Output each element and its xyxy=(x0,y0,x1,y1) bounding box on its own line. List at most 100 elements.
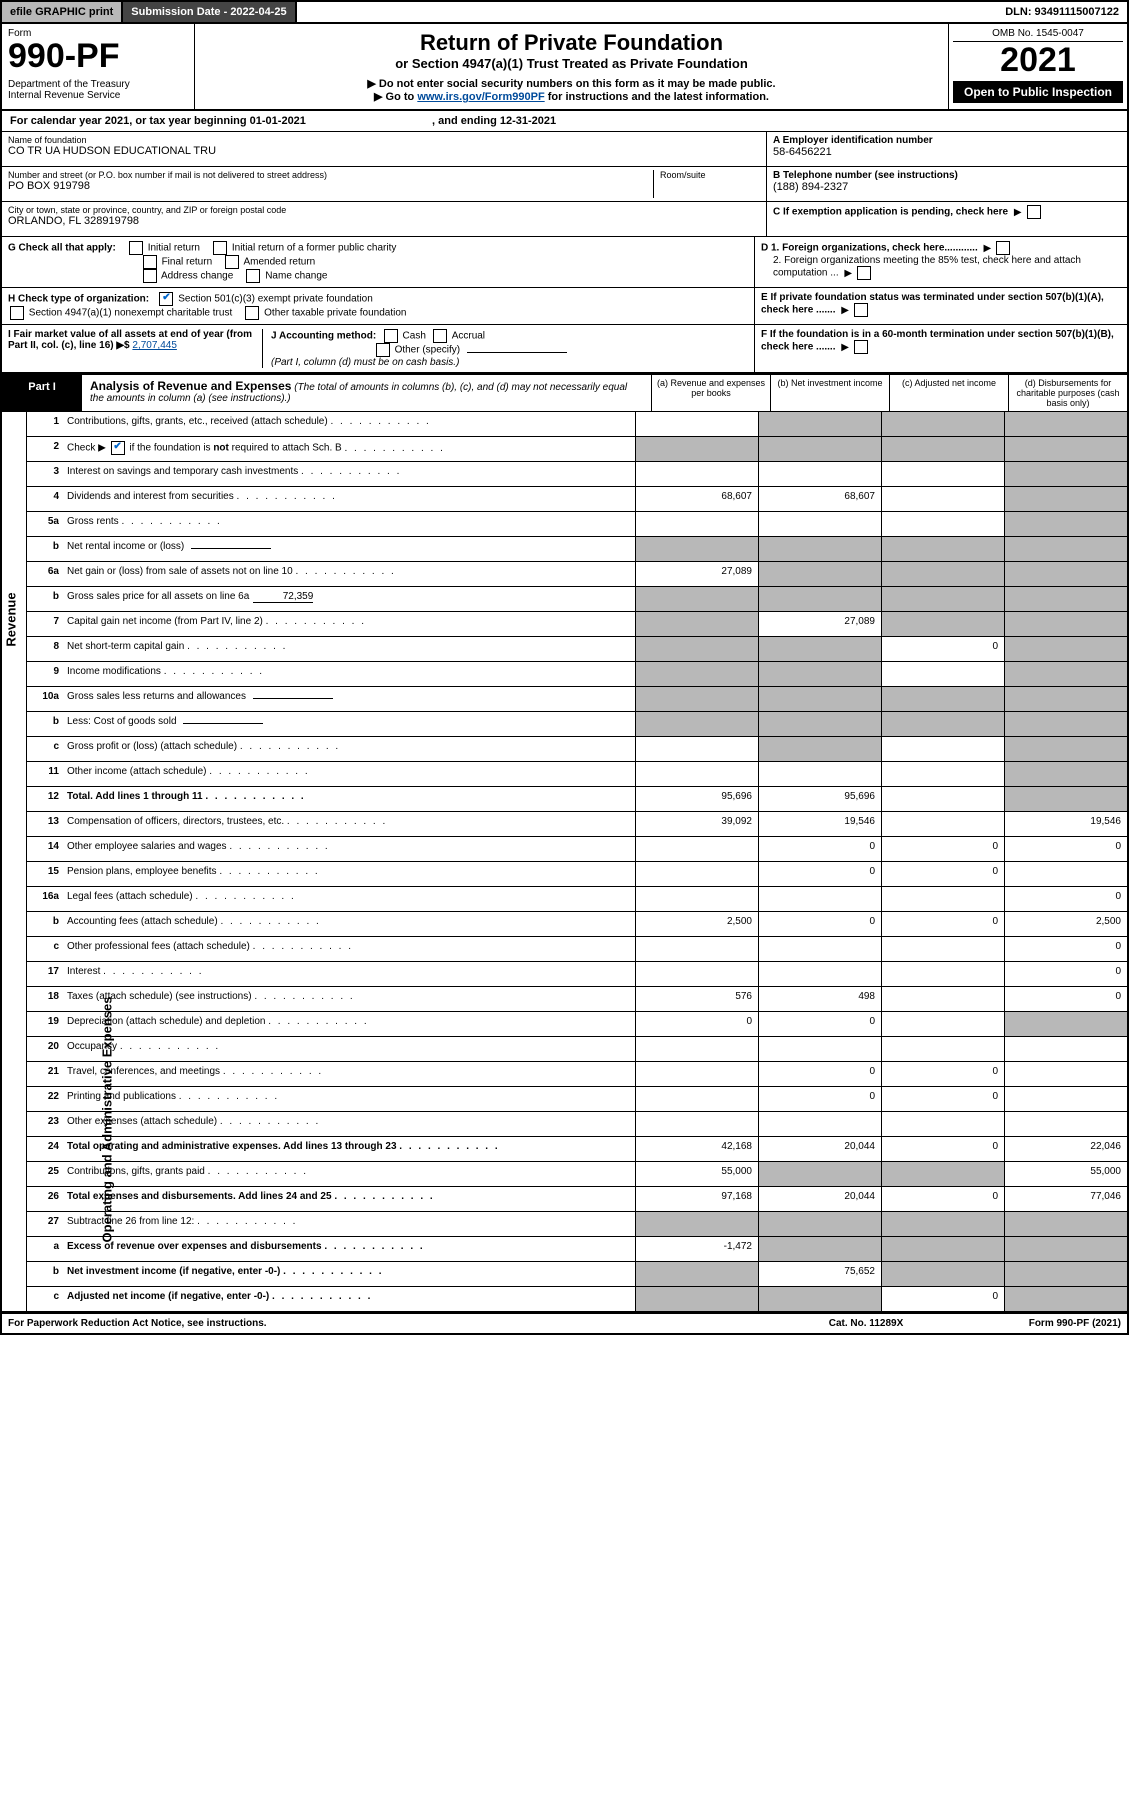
row-cell-c xyxy=(881,887,1004,911)
form-title: Return of Private Foundation xyxy=(205,30,938,56)
e-checkbox[interactable] xyxy=(854,303,868,317)
g-opt-0: Initial return xyxy=(148,243,200,254)
row-cell-c xyxy=(881,937,1004,961)
g-check-row: G Check all that apply: Initial return I… xyxy=(2,237,1127,288)
city: ORLANDO, FL 328919798 xyxy=(8,215,760,227)
g-opt-3: Amended return xyxy=(244,257,316,268)
table-row: 1Contributions, gifts, grants, etc., rec… xyxy=(27,412,1127,437)
g-amended-checkbox[interactable] xyxy=(225,255,239,269)
row-desc: Contributions, gifts, grants paid xyxy=(61,1162,635,1186)
row-cell-b xyxy=(758,562,881,586)
efile-label: efile GRAPHIC print xyxy=(2,2,123,22)
row-cell-d: 22,046 xyxy=(1004,1137,1127,1161)
row-desc: Total operating and administrative expen… xyxy=(61,1137,635,1161)
row-cell-d: 19,546 xyxy=(1004,812,1127,836)
g-name-change-checkbox[interactable] xyxy=(246,269,260,283)
j-cash-checkbox[interactable] xyxy=(384,329,398,343)
e-right: E If private foundation status was termi… xyxy=(754,288,1127,324)
j-accrual-checkbox[interactable] xyxy=(433,329,447,343)
row-desc: Total expenses and disbursements. Add li… xyxy=(61,1187,635,1211)
h-check-row: H Check type of organization: Section 50… xyxy=(2,288,1127,325)
table-row: 7Capital gain net income (from Part IV, … xyxy=(27,612,1127,637)
row-desc: Other expenses (attach schedule) xyxy=(61,1112,635,1136)
row-desc: Total. Add lines 1 through 11 xyxy=(61,787,635,811)
ein-label: A Employer identification number xyxy=(773,135,1121,146)
dept-label: Department of the Treasury Internal Reve… xyxy=(8,79,188,101)
c-checkbox[interactable] xyxy=(1027,205,1041,219)
instr-link[interactable]: www.irs.gov/Form990PF xyxy=(417,91,544,103)
row-cell-a xyxy=(635,537,758,561)
row-num: 1 xyxy=(27,412,61,436)
table-row: 11Other income (attach schedule) xyxy=(27,762,1127,787)
table-row: 25Contributions, gifts, grants paid 55,0… xyxy=(27,1162,1127,1187)
col-a-head: (a) Revenue and expenses per books xyxy=(651,375,770,411)
f-label: F If the foundation is in a 60-month ter… xyxy=(761,329,1114,353)
row-cell-b xyxy=(758,637,881,661)
form-subtitle: or Section 4947(a)(1) Trust Treated as P… xyxy=(205,56,938,71)
topbar-spacer xyxy=(297,2,998,22)
d1-label: D 1. Foreign organizations, check here..… xyxy=(761,243,978,254)
h-4947-checkbox[interactable] xyxy=(10,306,24,320)
row-cell-d: 77,046 xyxy=(1004,1187,1127,1211)
row-cell-d xyxy=(1004,687,1127,711)
row-cell-a xyxy=(635,1212,758,1236)
calendar-text-a: For calendar year 2021, or tax year begi… xyxy=(10,115,306,127)
row-num: 5a xyxy=(27,512,61,536)
h-left: H Check type of organization: Section 50… xyxy=(2,288,754,324)
row-cell-b: 0 xyxy=(758,837,881,861)
row-cell-c: 0 xyxy=(881,1287,1004,1311)
row-num: 8 xyxy=(27,637,61,661)
row-cell-d: 0 xyxy=(1004,837,1127,861)
h-opt-1: Section 501(c)(3) exempt private foundat… xyxy=(178,294,373,305)
row-num: a xyxy=(27,1237,61,1261)
row-desc: Dividends and interest from securities xyxy=(61,487,635,511)
table-row: aExcess of revenue over expenses and dis… xyxy=(27,1237,1127,1262)
header-right: OMB No. 1545-0047 2021 Open to Public In… xyxy=(948,24,1127,109)
row-cell-c xyxy=(881,487,1004,511)
row-cell-a: 68,607 xyxy=(635,487,758,511)
tax-year: 2021 xyxy=(953,42,1123,79)
f-checkbox[interactable] xyxy=(854,340,868,354)
g-initial-former-checkbox[interactable] xyxy=(213,241,227,255)
row-cell-c xyxy=(881,1237,1004,1261)
d2-checkbox[interactable] xyxy=(857,266,871,280)
row-cell-b xyxy=(758,437,881,461)
row-num: 18 xyxy=(27,987,61,1011)
row-num: 3 xyxy=(27,462,61,486)
info-right: A Employer identification number 58-6456… xyxy=(766,132,1127,236)
d1-checkbox[interactable] xyxy=(996,241,1010,255)
row-cell-a: 95,696 xyxy=(635,787,758,811)
row-cell-a xyxy=(635,712,758,736)
row-cell-d xyxy=(1004,537,1127,561)
j-other-checkbox[interactable] xyxy=(376,343,390,357)
form-page: efile GRAPHIC print Submission Date - 20… xyxy=(0,0,1129,1335)
table-row: 18Taxes (attach schedule) (see instructi… xyxy=(27,987,1127,1012)
g-initial-return-checkbox[interactable] xyxy=(129,241,143,255)
g-final-return-checkbox[interactable] xyxy=(143,255,157,269)
row-desc: Adjusted net income (if negative, enter … xyxy=(61,1287,635,1311)
row-cell-d xyxy=(1004,1012,1127,1036)
row-cell-b: 75,652 xyxy=(758,1262,881,1286)
row-num: 25 xyxy=(27,1162,61,1186)
row-desc: Check ▶ if the foundation is not require… xyxy=(61,437,635,461)
row-cell-a: 27,089 xyxy=(635,562,758,586)
i-value: 2,707,445 xyxy=(132,340,177,351)
row-num: 22 xyxy=(27,1087,61,1111)
row-num: b xyxy=(27,587,61,611)
row-cell-d xyxy=(1004,862,1127,886)
row-cell-d xyxy=(1004,787,1127,811)
row-cell-c xyxy=(881,537,1004,561)
row-cell-c: 0 xyxy=(881,912,1004,936)
row-cell-d xyxy=(1004,1037,1127,1061)
row-cell-a: 42,168 xyxy=(635,1137,758,1161)
row-num: 12 xyxy=(27,787,61,811)
h-other-checkbox[interactable] xyxy=(245,306,259,320)
row-cell-a xyxy=(635,1262,758,1286)
info-grid: Name of foundation CO TR UA HUDSON EDUCA… xyxy=(2,132,1127,237)
h-501c3-checkbox[interactable] xyxy=(159,292,173,306)
e-label: E If private foundation status was termi… xyxy=(761,292,1104,316)
schb-checkbox[interactable] xyxy=(111,441,125,455)
header-left: Form 990-PF Department of the Treasury I… xyxy=(2,24,195,109)
row-cell-a xyxy=(635,887,758,911)
g-address-change-checkbox[interactable] xyxy=(143,269,157,283)
